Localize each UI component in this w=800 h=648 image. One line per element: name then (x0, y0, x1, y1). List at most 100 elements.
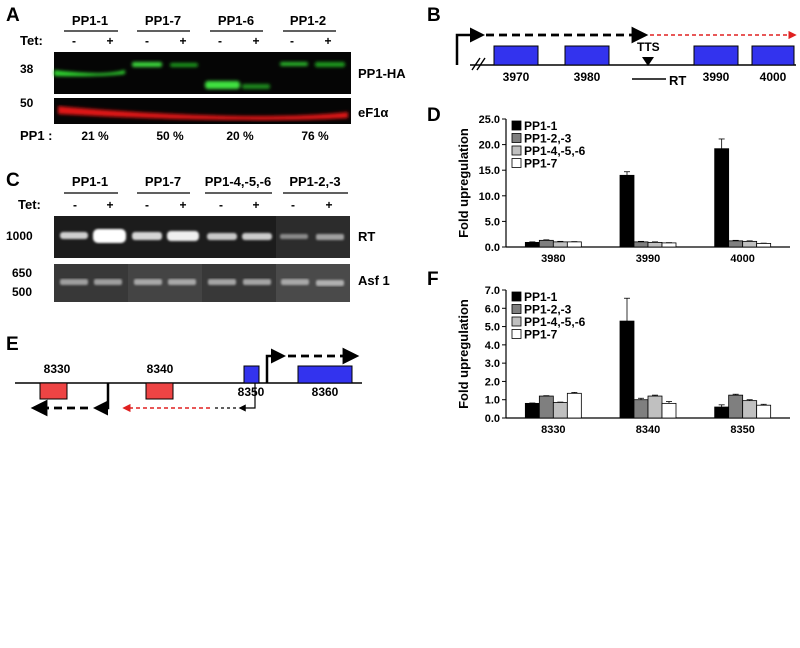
break-mark (471, 57, 481, 71)
legend-label: PP1-1 (524, 290, 558, 304)
bar (566, 392, 582, 419)
x-tick-label: 8350 (730, 424, 754, 436)
y-tick-label: 1.0 (485, 395, 500, 407)
bar (619, 174, 635, 248)
bar (756, 243, 772, 248)
legend-swatch (511, 145, 522, 156)
gene-box-blue (243, 365, 260, 384)
tet-minus: - (291, 198, 295, 212)
bar (524, 402, 540, 419)
group-label: PP1-1 (72, 13, 108, 28)
chart-d: 0.0 5.0 10.0 15.0 20.0 25.0 Fold upregulation 3… (456, 114, 790, 265)
gene-box (493, 45, 539, 66)
gene-box-red (145, 382, 174, 400)
bar (538, 395, 554, 419)
panel-label-a: A (6, 5, 20, 26)
position-label: 3990 (703, 70, 730, 84)
legend-swatch (511, 291, 522, 302)
bar (524, 241, 540, 248)
position-label: 8360 (312, 385, 339, 399)
percent-value: 50 % (156, 129, 184, 143)
y-tick-label: 4.0 (485, 340, 500, 352)
mw-500: 500 (12, 285, 32, 299)
legend-label: PP1-4,-5,-6 (524, 315, 586, 329)
tet-plus: + (252, 198, 259, 212)
mw-38: 38 (20, 62, 34, 76)
bar (633, 399, 649, 419)
y-tick-label: 5.0 (485, 216, 500, 228)
bar (661, 402, 677, 419)
group-label: PP1-7 (145, 174, 181, 189)
group-label: PP1-6 (218, 13, 254, 28)
x-tick-label: 4000 (730, 253, 754, 265)
group-label: PP1-1 (72, 174, 108, 189)
group-label: PP1-7 (145, 13, 181, 28)
pp1-percent-label: PP1 : (20, 128, 53, 143)
x-tick-label: 3980 (541, 253, 565, 265)
position-label: 8340 (147, 362, 174, 376)
position-label: 8350 (238, 385, 265, 399)
mw-1000: 1000 (6, 229, 33, 243)
legend-swatch (511, 304, 522, 314)
y-tick-label: 10.0 (479, 191, 500, 203)
band-label-ef1a: eF1α (358, 105, 388, 120)
panel-label-b: B (427, 5, 441, 26)
gene-map-e: 8330 8340 8350 8360 (15, 347, 362, 417)
gene-box-red (39, 382, 68, 400)
y-tick-label: 5.0 (485, 322, 500, 334)
position-label: 4000 (760, 70, 787, 84)
panel-label-e: E (6, 334, 19, 355)
band-label-rt: RT (358, 229, 375, 244)
bar (661, 242, 677, 248)
tts-triangle (642, 57, 654, 66)
gel-rt (54, 216, 350, 258)
group-label: PP1-2,-3 (289, 174, 340, 189)
break-mark (476, 57, 486, 71)
bar (647, 241, 663, 248)
bar (538, 239, 554, 248)
legend-swatch (511, 316, 522, 327)
legend-label: PP1-1 (524, 119, 558, 133)
percent-value: 21 % (81, 129, 109, 143)
panel-a-headers: PP1-1 PP1-7 PP1-6 PP1-2 Tet: - + - + - +… (20, 13, 336, 48)
bar (742, 400, 758, 419)
group-label: PP1-2 (290, 13, 326, 28)
legend-swatch (511, 120, 522, 131)
y-tick-label: 0.0 (485, 242, 500, 254)
panel-label-d: D (427, 105, 441, 126)
gene-box (751, 45, 795, 66)
antisense-start-arrow (238, 383, 256, 412)
x-tick-label: 8340 (636, 424, 660, 436)
bar (552, 402, 568, 419)
y-axis-label: Fold upregulation (456, 299, 471, 409)
group-label: PP1-4,-5,-6 (205, 174, 271, 189)
tet-plus: + (252, 34, 259, 48)
tet-minus: - (290, 34, 294, 48)
bar (756, 404, 772, 419)
legend-label: PP1-2,-3 (524, 132, 572, 146)
gene-box-blue (297, 365, 353, 384)
gel-asf1 (54, 264, 350, 302)
bar (714, 148, 730, 248)
bar (633, 241, 649, 248)
bar (619, 320, 635, 419)
tet-plus: + (179, 34, 186, 48)
tet-label: Tet: (18, 197, 41, 212)
y-axis-label: Fold upregulation (456, 128, 471, 238)
band-label-asf1: Asf 1 (358, 273, 390, 288)
gene-box (564, 45, 610, 66)
y-tick-label: 7.0 (485, 285, 500, 297)
y-tick-label: 3.0 (485, 358, 500, 370)
tet-plus: + (179, 198, 186, 212)
bar (714, 406, 730, 419)
western-blot-red (54, 98, 351, 124)
tet-minus: - (219, 198, 223, 212)
promoter-arrow (265, 348, 286, 383)
legend-label: PP1-7 (524, 157, 558, 171)
tet-plus: + (106, 198, 113, 212)
panel-c-headers: PP1-1 PP1-7 PP1-4,-5,-6 PP1-2,-3 Tet: - … (18, 174, 348, 212)
panel-label-f: F (427, 269, 439, 290)
x-tick-label: 3990 (636, 253, 660, 265)
bar (552, 241, 568, 248)
